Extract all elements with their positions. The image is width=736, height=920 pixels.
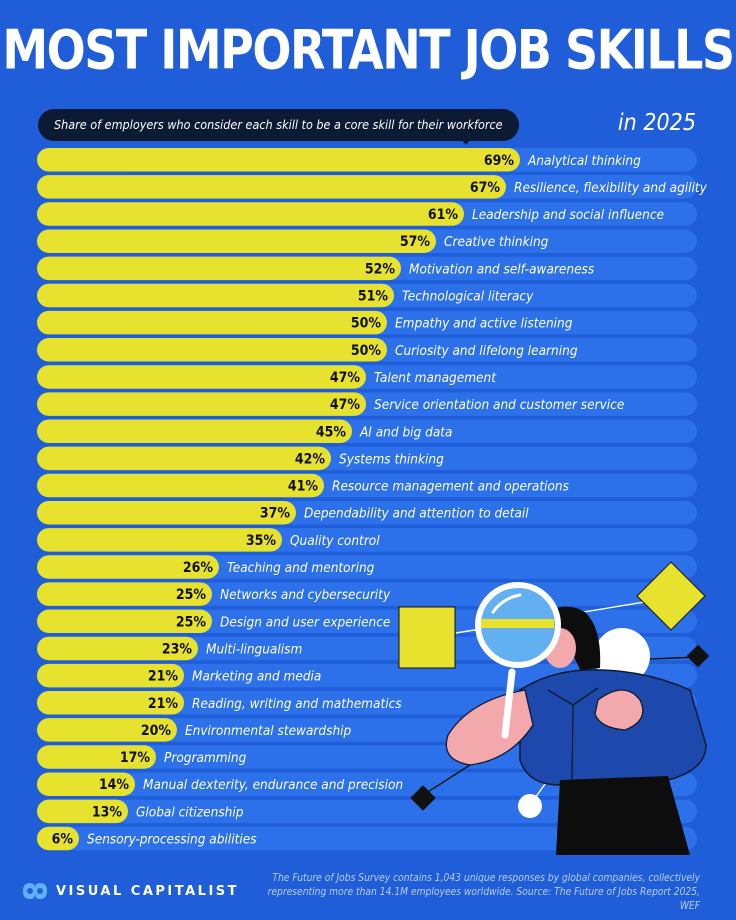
bar-category-label: Resilience, flexibility and agility	[514, 180, 708, 196]
bar-category-label: Environmental stewardship	[185, 723, 352, 739]
bar	[37, 283, 394, 308]
bar	[37, 582, 212, 606]
bar	[37, 419, 352, 443]
bar-category-label: Analytical thinking	[527, 153, 641, 169]
footnote-line-2: representing more than 14.1M employees w…	[267, 887, 700, 912]
bar-value-label: 50%	[351, 316, 382, 332]
bar	[37, 528, 282, 552]
bar-value-label: 42%	[295, 451, 326, 467]
bar-category-label: Service orientation and customer service	[374, 397, 624, 413]
bar-category-label: Sensory-processing abilities	[87, 832, 257, 848]
bar	[37, 718, 177, 742]
black-diamond-right	[686, 644, 710, 668]
bar	[37, 229, 436, 253]
bar-fills	[37, 148, 520, 851]
bar-track	[37, 826, 697, 851]
bar-category-label: Talent management	[374, 370, 497, 386]
bar	[37, 799, 128, 824]
bar-category-label: Technological literacy	[402, 289, 534, 305]
bar-category-label: Multi-lingualism	[206, 641, 302, 657]
year-label: in 2025	[617, 110, 696, 136]
bar-category-label: AI and big data	[359, 424, 452, 440]
bar-category-label: Design and user experience	[220, 614, 390, 630]
bar	[37, 663, 184, 688]
bar-value-label: 67%	[470, 180, 501, 196]
magnifier-person-illustration	[398, 561, 710, 855]
bar-value-label: 47%	[330, 370, 361, 386]
bar-value-label: 20%	[141, 723, 172, 739]
source-footnote: The Future of Jobs Survey contains 1,043…	[250, 872, 700, 914]
bar-value-label: 47%	[330, 397, 361, 413]
bar-value-label: 51%	[358, 289, 389, 305]
bar-category-label: Motivation and self-awareness	[409, 261, 595, 277]
bar	[37, 392, 366, 416]
bar-value-label: 17%	[120, 750, 151, 766]
brand-logo: VISUAL CAPITALIST	[22, 882, 239, 900]
page-title: MOST IMPORTANT JOB SKILLS	[2, 18, 735, 82]
bar	[37, 446, 331, 471]
bar-value-label: 57%	[400, 234, 431, 250]
bar	[37, 365, 366, 389]
bar	[37, 256, 401, 281]
yellow-square-left	[398, 606, 456, 669]
bar-category-label: Resource management and operations	[332, 479, 570, 495]
bar	[37, 202, 464, 226]
bar	[37, 338, 387, 362]
bar	[37, 826, 79, 851]
bar-category-label: Marketing and media	[192, 669, 321, 685]
bar-category-label: Quality control	[290, 533, 380, 549]
bar	[37, 636, 198, 661]
bar-category-label: Networks and cybersecurity	[220, 587, 391, 603]
bar-value-label: 69%	[484, 153, 515, 169]
bar-value-label: 25%	[176, 614, 207, 630]
bar-value-label: 61%	[428, 207, 459, 223]
bar-value-label: 25%	[176, 587, 207, 603]
yellow-diamond-right	[636, 561, 706, 631]
white-circle-small	[518, 794, 542, 818]
bar	[37, 772, 135, 796]
bar-value-label: 13%	[92, 804, 123, 820]
bar-value-label: 26%	[183, 560, 214, 576]
bar-value-label: 45%	[316, 424, 347, 440]
bar-track	[37, 663, 697, 688]
bar-category-label: Programming	[164, 750, 247, 766]
bar	[37, 473, 324, 498]
bar-value-label: 23%	[162, 641, 193, 657]
bar	[37, 148, 520, 172]
bar	[37, 175, 506, 199]
bar	[37, 609, 212, 634]
bar-category-label: Dependability and attention to detail	[304, 506, 529, 522]
bar	[37, 691, 184, 715]
visual-capitalist-logo-icon	[23, 883, 47, 899]
subtitle-pointer	[461, 139, 471, 145]
bar	[37, 745, 156, 769]
footnote-line-1: The Future of Jobs Survey contains 1,043…	[272, 873, 700, 884]
bar-labels: 69% Analytical thinking 67% Resilience, fle…	[52, 153, 708, 848]
bar-value-label: 21%	[148, 669, 179, 685]
bar-category-label: Teaching and mentoring	[227, 560, 375, 576]
bar-category-label: Reading, writing and mathematics	[192, 696, 402, 712]
bar-value-label: 37%	[260, 506, 291, 522]
bar-value-label: 41%	[288, 479, 319, 495]
bar-category-label: Systems thinking	[339, 451, 444, 467]
bar-category-label: Empathy and active listening	[395, 316, 573, 332]
bar-category-label: Curiosity and lifelong learning	[395, 343, 578, 359]
bar-value-label: 35%	[246, 533, 277, 549]
bar	[37, 555, 219, 579]
bar-category-label: Global citizenship	[136, 804, 244, 820]
bar-value-label: 21%	[148, 696, 179, 712]
bar-value-label: 50%	[351, 343, 382, 359]
bar-category-label: Leadership and social influence	[472, 207, 664, 223]
bar-value-label: 6%	[52, 832, 74, 848]
bar-value-label: 52%	[365, 261, 396, 277]
bar-value-label: 14%	[99, 777, 130, 793]
chart-subtitle: Share of employers who consider each ski…	[38, 109, 519, 141]
bar-category-label: Manual dexterity, endurance and precisio…	[143, 777, 403, 793]
bar	[37, 500, 296, 525]
bar-category-label: Creative thinking	[444, 234, 549, 250]
black-diamond-left	[410, 785, 436, 811]
bar	[37, 310, 387, 335]
brand-name: VISUAL CAPITALIST	[56, 883, 240, 899]
